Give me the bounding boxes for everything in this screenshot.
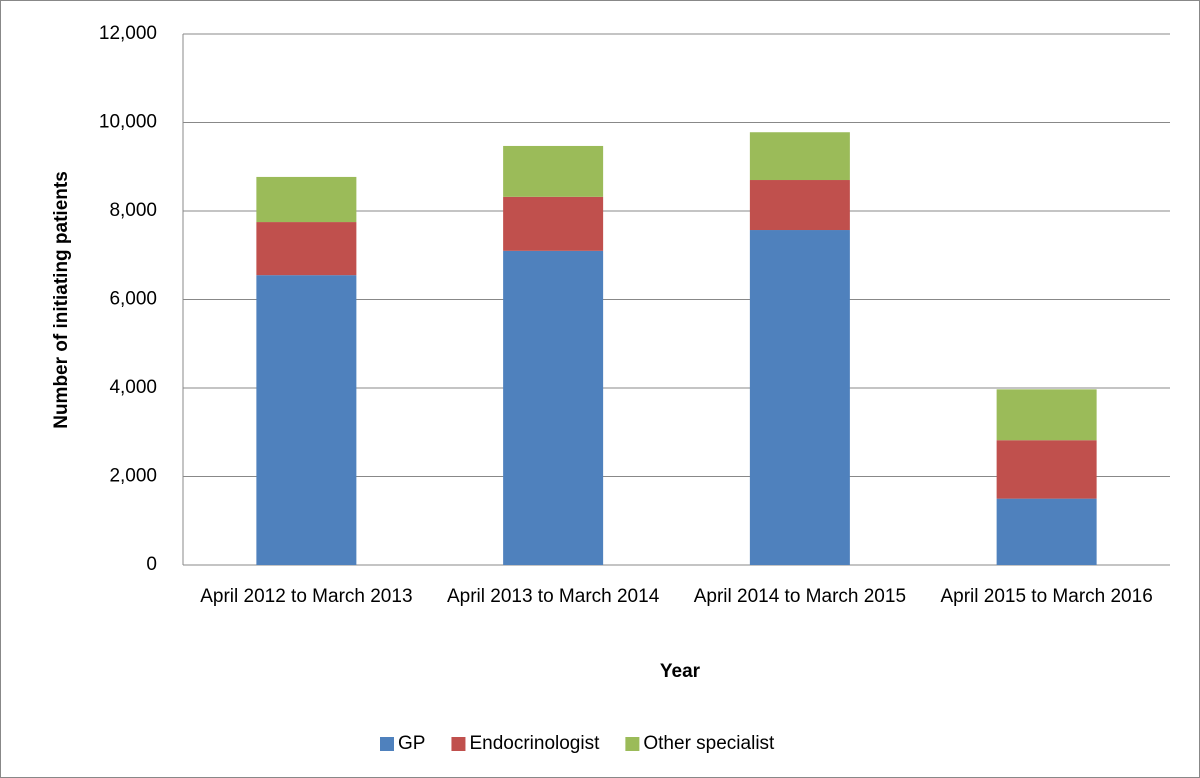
y-tick-label: 12,000 [99, 23, 157, 44]
x-axis-title: Year [660, 661, 701, 682]
bar-segment [503, 250, 604, 565]
legend-label: GP [398, 733, 425, 754]
legend-swatch [625, 737, 640, 751]
y-tick-label: 2,000 [109, 466, 157, 487]
bar-segment [749, 230, 850, 565]
bar-segment [256, 176, 357, 223]
bar-segment [749, 132, 850, 181]
y-tick-label: 4,000 [109, 377, 157, 398]
bar-segment [996, 498, 1097, 565]
x-tick-label: April 2015 to March 2016 [940, 586, 1153, 607]
legend-swatch [451, 737, 466, 751]
bar-segment [749, 180, 850, 231]
bar-segment [996, 389, 1097, 441]
y-tick-label: 6,000 [109, 289, 157, 310]
bar-segment [996, 440, 1097, 499]
legend-label: Other specialist [643, 733, 775, 754]
bar-segment [503, 145, 604, 197]
y-tick-label: 10,000 [99, 112, 157, 133]
x-tick-label: April 2013 to March 2014 [446, 586, 660, 607]
x-tick-label: April 2012 to March 2013 [200, 586, 413, 607]
legend-swatch [380, 737, 394, 751]
legend-label: Endocrinologist [469, 733, 600, 754]
y-axis-title: Number of initiating patients [51, 171, 72, 429]
x-tick-label: April 2014 to March 2015 [693, 586, 907, 607]
bar-segment [256, 222, 357, 276]
bar-segment [256, 275, 357, 565]
bar-segment [503, 196, 604, 251]
y-tick-label: 8,000 [109, 200, 157, 221]
y-tick-label: 0 [146, 554, 157, 575]
